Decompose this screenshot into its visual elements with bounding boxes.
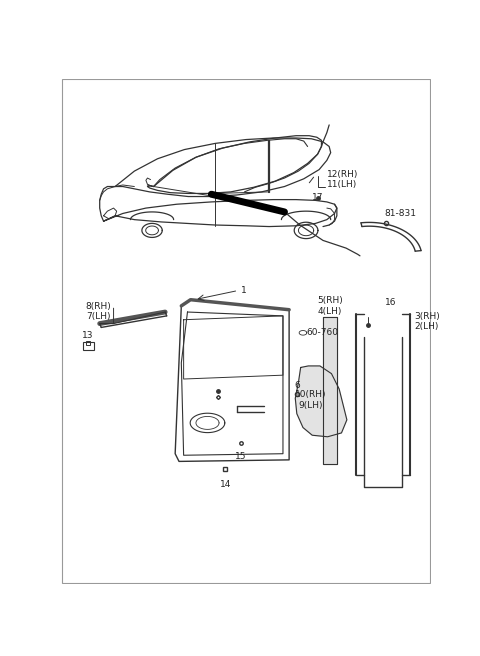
Text: 60-760: 60-760 (306, 328, 338, 337)
Text: 16: 16 (385, 298, 396, 307)
Text: 81-831: 81-831 (384, 209, 417, 218)
Bar (86, 340, 90, 345)
Text: 17: 17 (312, 193, 324, 201)
Text: 3(RH)
2(LH): 3(RH) 2(LH) (414, 312, 440, 331)
Polygon shape (295, 366, 347, 437)
Text: 8(RH)
7(LH): 8(RH) 7(LH) (86, 302, 111, 321)
Text: 15: 15 (235, 452, 246, 461)
Bar (83, 342, 94, 350)
Polygon shape (323, 318, 337, 464)
Text: 12(RH)
11(LH): 12(RH) 11(LH) (327, 170, 358, 189)
Text: 10(RH)
9(LH): 10(RH) 9(LH) (295, 390, 326, 409)
Text: 13: 13 (83, 331, 94, 340)
Text: 6: 6 (294, 381, 300, 390)
Text: 14: 14 (219, 480, 231, 489)
Text: 5(RH)
4(LH): 5(RH) 4(LH) (317, 296, 343, 316)
Text: 1: 1 (241, 286, 247, 295)
